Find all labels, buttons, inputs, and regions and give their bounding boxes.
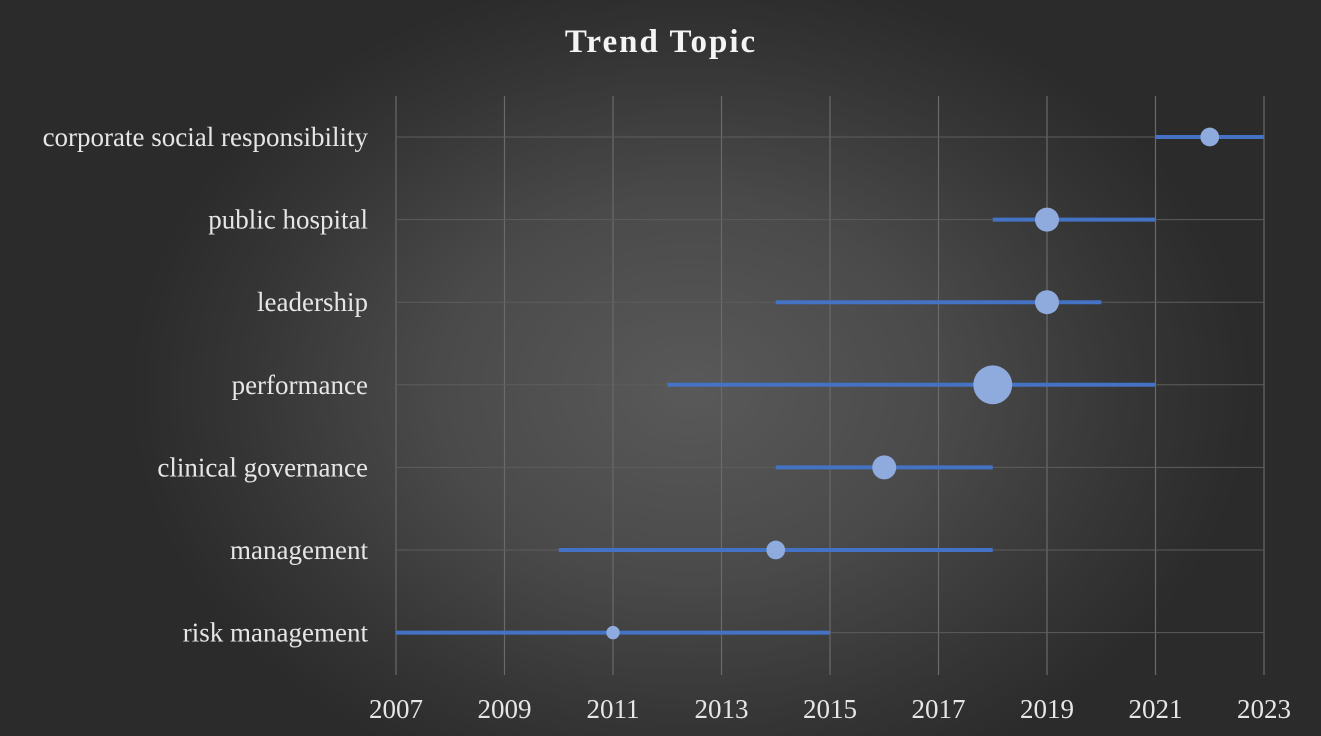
median-marker bbox=[766, 540, 786, 560]
chart-title: Trend Topic bbox=[565, 24, 757, 60]
x-tick-labels: 2007 2009 2011 2013 2015 2017 2019 2021 2023 bbox=[369, 694, 1291, 724]
x-tick-label: 2019 bbox=[1020, 694, 1074, 724]
x-tick-label: 2015 bbox=[803, 694, 857, 724]
category-label: leadership bbox=[257, 287, 368, 317]
median-marker bbox=[973, 365, 1013, 405]
median-marker bbox=[872, 455, 897, 480]
median-marker bbox=[606, 625, 620, 640]
median-marker bbox=[1200, 127, 1220, 147]
median-marker bbox=[1034, 207, 1060, 232]
median-markers bbox=[606, 127, 1220, 640]
x-tick-label: 2011 bbox=[587, 694, 640, 724]
x-tick-label: 2021 bbox=[1129, 694, 1183, 724]
x-tick-label: 2017 bbox=[912, 694, 966, 724]
category-label: public hospital bbox=[208, 205, 368, 235]
x-tick-label: 2007 bbox=[369, 694, 423, 724]
x-tick-label: 2013 bbox=[695, 694, 749, 724]
median-marker bbox=[1034, 290, 1060, 315]
category-label: performance bbox=[232, 370, 368, 400]
category-labels: corporate social responsibility public ho… bbox=[43, 122, 369, 648]
category-label: risk management bbox=[183, 618, 369, 648]
category-label: management bbox=[230, 535, 368, 565]
category-label: clinical governance bbox=[157, 452, 368, 482]
category-label: corporate social responsibility bbox=[43, 122, 369, 152]
x-tick-label: 2023 bbox=[1237, 694, 1291, 724]
x-tick-label: 2009 bbox=[478, 694, 532, 724]
